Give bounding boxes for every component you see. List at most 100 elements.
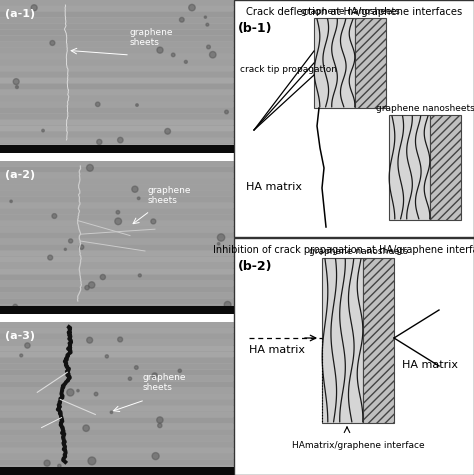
Circle shape (218, 243, 220, 245)
Bar (0, 322, 234, 327)
Circle shape (206, 23, 209, 26)
Circle shape (172, 53, 175, 57)
Bar (0, 466, 234, 471)
Text: HAmatrix/graphene interface: HAmatrix/graphene interface (292, 441, 424, 450)
Circle shape (118, 137, 123, 143)
Text: (b-2): (b-2) (238, 260, 273, 273)
Circle shape (100, 275, 105, 280)
Circle shape (178, 369, 182, 372)
Circle shape (87, 164, 93, 171)
Circle shape (88, 457, 96, 465)
Bar (0, 436, 234, 441)
Bar (234, 238, 474, 475)
Bar (363, 258, 394, 423)
Text: (a-2): (a-2) (5, 170, 35, 180)
Circle shape (13, 79, 19, 85)
Bar (0, 54, 234, 59)
Circle shape (137, 197, 140, 200)
Bar (0, 48, 234, 53)
Bar (0, 102, 234, 107)
Circle shape (118, 337, 123, 342)
Circle shape (152, 453, 159, 460)
Circle shape (44, 460, 50, 466)
Circle shape (157, 47, 163, 53)
Bar (0, 233, 234, 238)
Bar (0, 334, 234, 339)
Bar (0, 442, 234, 447)
Bar (0, 340, 234, 345)
Text: graphene
sheets: graphene sheets (143, 372, 186, 392)
Bar (0, 179, 234, 184)
Bar (0, 185, 234, 190)
Bar (0, 221, 234, 226)
Circle shape (189, 4, 195, 11)
Bar (0, 0, 234, 5)
Text: HA matrix: HA matrix (249, 345, 305, 355)
Bar (0, 12, 234, 17)
Circle shape (50, 40, 55, 46)
Bar (0, 66, 234, 71)
Bar (0, 60, 234, 65)
Bar (0, 322, 234, 475)
Circle shape (87, 337, 92, 343)
Bar (0, 382, 234, 387)
Circle shape (135, 366, 138, 370)
Bar (314, 18, 355, 108)
Bar (0, 281, 234, 286)
Circle shape (64, 248, 66, 250)
Circle shape (105, 355, 109, 358)
Circle shape (48, 255, 53, 260)
Circle shape (218, 234, 225, 241)
Bar (0, 406, 234, 411)
Circle shape (207, 45, 210, 49)
Bar (0, 227, 234, 232)
Circle shape (116, 210, 119, 214)
Circle shape (77, 390, 79, 392)
Bar (0, 72, 234, 77)
Circle shape (16, 86, 18, 88)
Text: Crack deflection at HA/graphene interfaces: Crack deflection at HA/graphene interfac… (246, 7, 462, 17)
Bar (0, 84, 234, 89)
Bar (0, 126, 234, 131)
Circle shape (13, 304, 18, 309)
Bar (430, 115, 461, 220)
Circle shape (225, 110, 228, 114)
Circle shape (157, 417, 163, 423)
Bar (0, 299, 234, 304)
Bar (0, 209, 234, 214)
Bar (0, 173, 234, 178)
Bar (0, 197, 234, 202)
Circle shape (83, 425, 90, 431)
Circle shape (58, 464, 61, 467)
Circle shape (94, 392, 98, 396)
Text: (b-1): (b-1) (238, 22, 273, 35)
Circle shape (20, 354, 23, 357)
Text: graphene
sheets: graphene sheets (148, 186, 191, 205)
Bar (0, 251, 234, 256)
Circle shape (31, 5, 37, 11)
Circle shape (210, 51, 216, 58)
Bar (0, 352, 234, 357)
Bar (0, 305, 234, 310)
Circle shape (180, 18, 184, 22)
Bar (0, 287, 234, 292)
Circle shape (184, 60, 187, 63)
Text: graphene nanosheets: graphene nanosheets (301, 7, 400, 16)
Bar (0, 78, 234, 83)
Text: crack tip propagation: crack tip propagation (240, 65, 337, 74)
Circle shape (165, 128, 171, 134)
Circle shape (79, 245, 84, 249)
Circle shape (67, 389, 74, 396)
Bar (0, 263, 234, 268)
Bar (0, 215, 234, 220)
Bar (0, 191, 234, 196)
Circle shape (152, 373, 157, 378)
Bar (0, 167, 234, 172)
Circle shape (69, 239, 73, 243)
Bar (0, 364, 234, 369)
Bar (0, 454, 234, 459)
Circle shape (151, 219, 156, 224)
Bar (0, 24, 234, 29)
Circle shape (224, 302, 231, 308)
Bar (0, 145, 234, 153)
